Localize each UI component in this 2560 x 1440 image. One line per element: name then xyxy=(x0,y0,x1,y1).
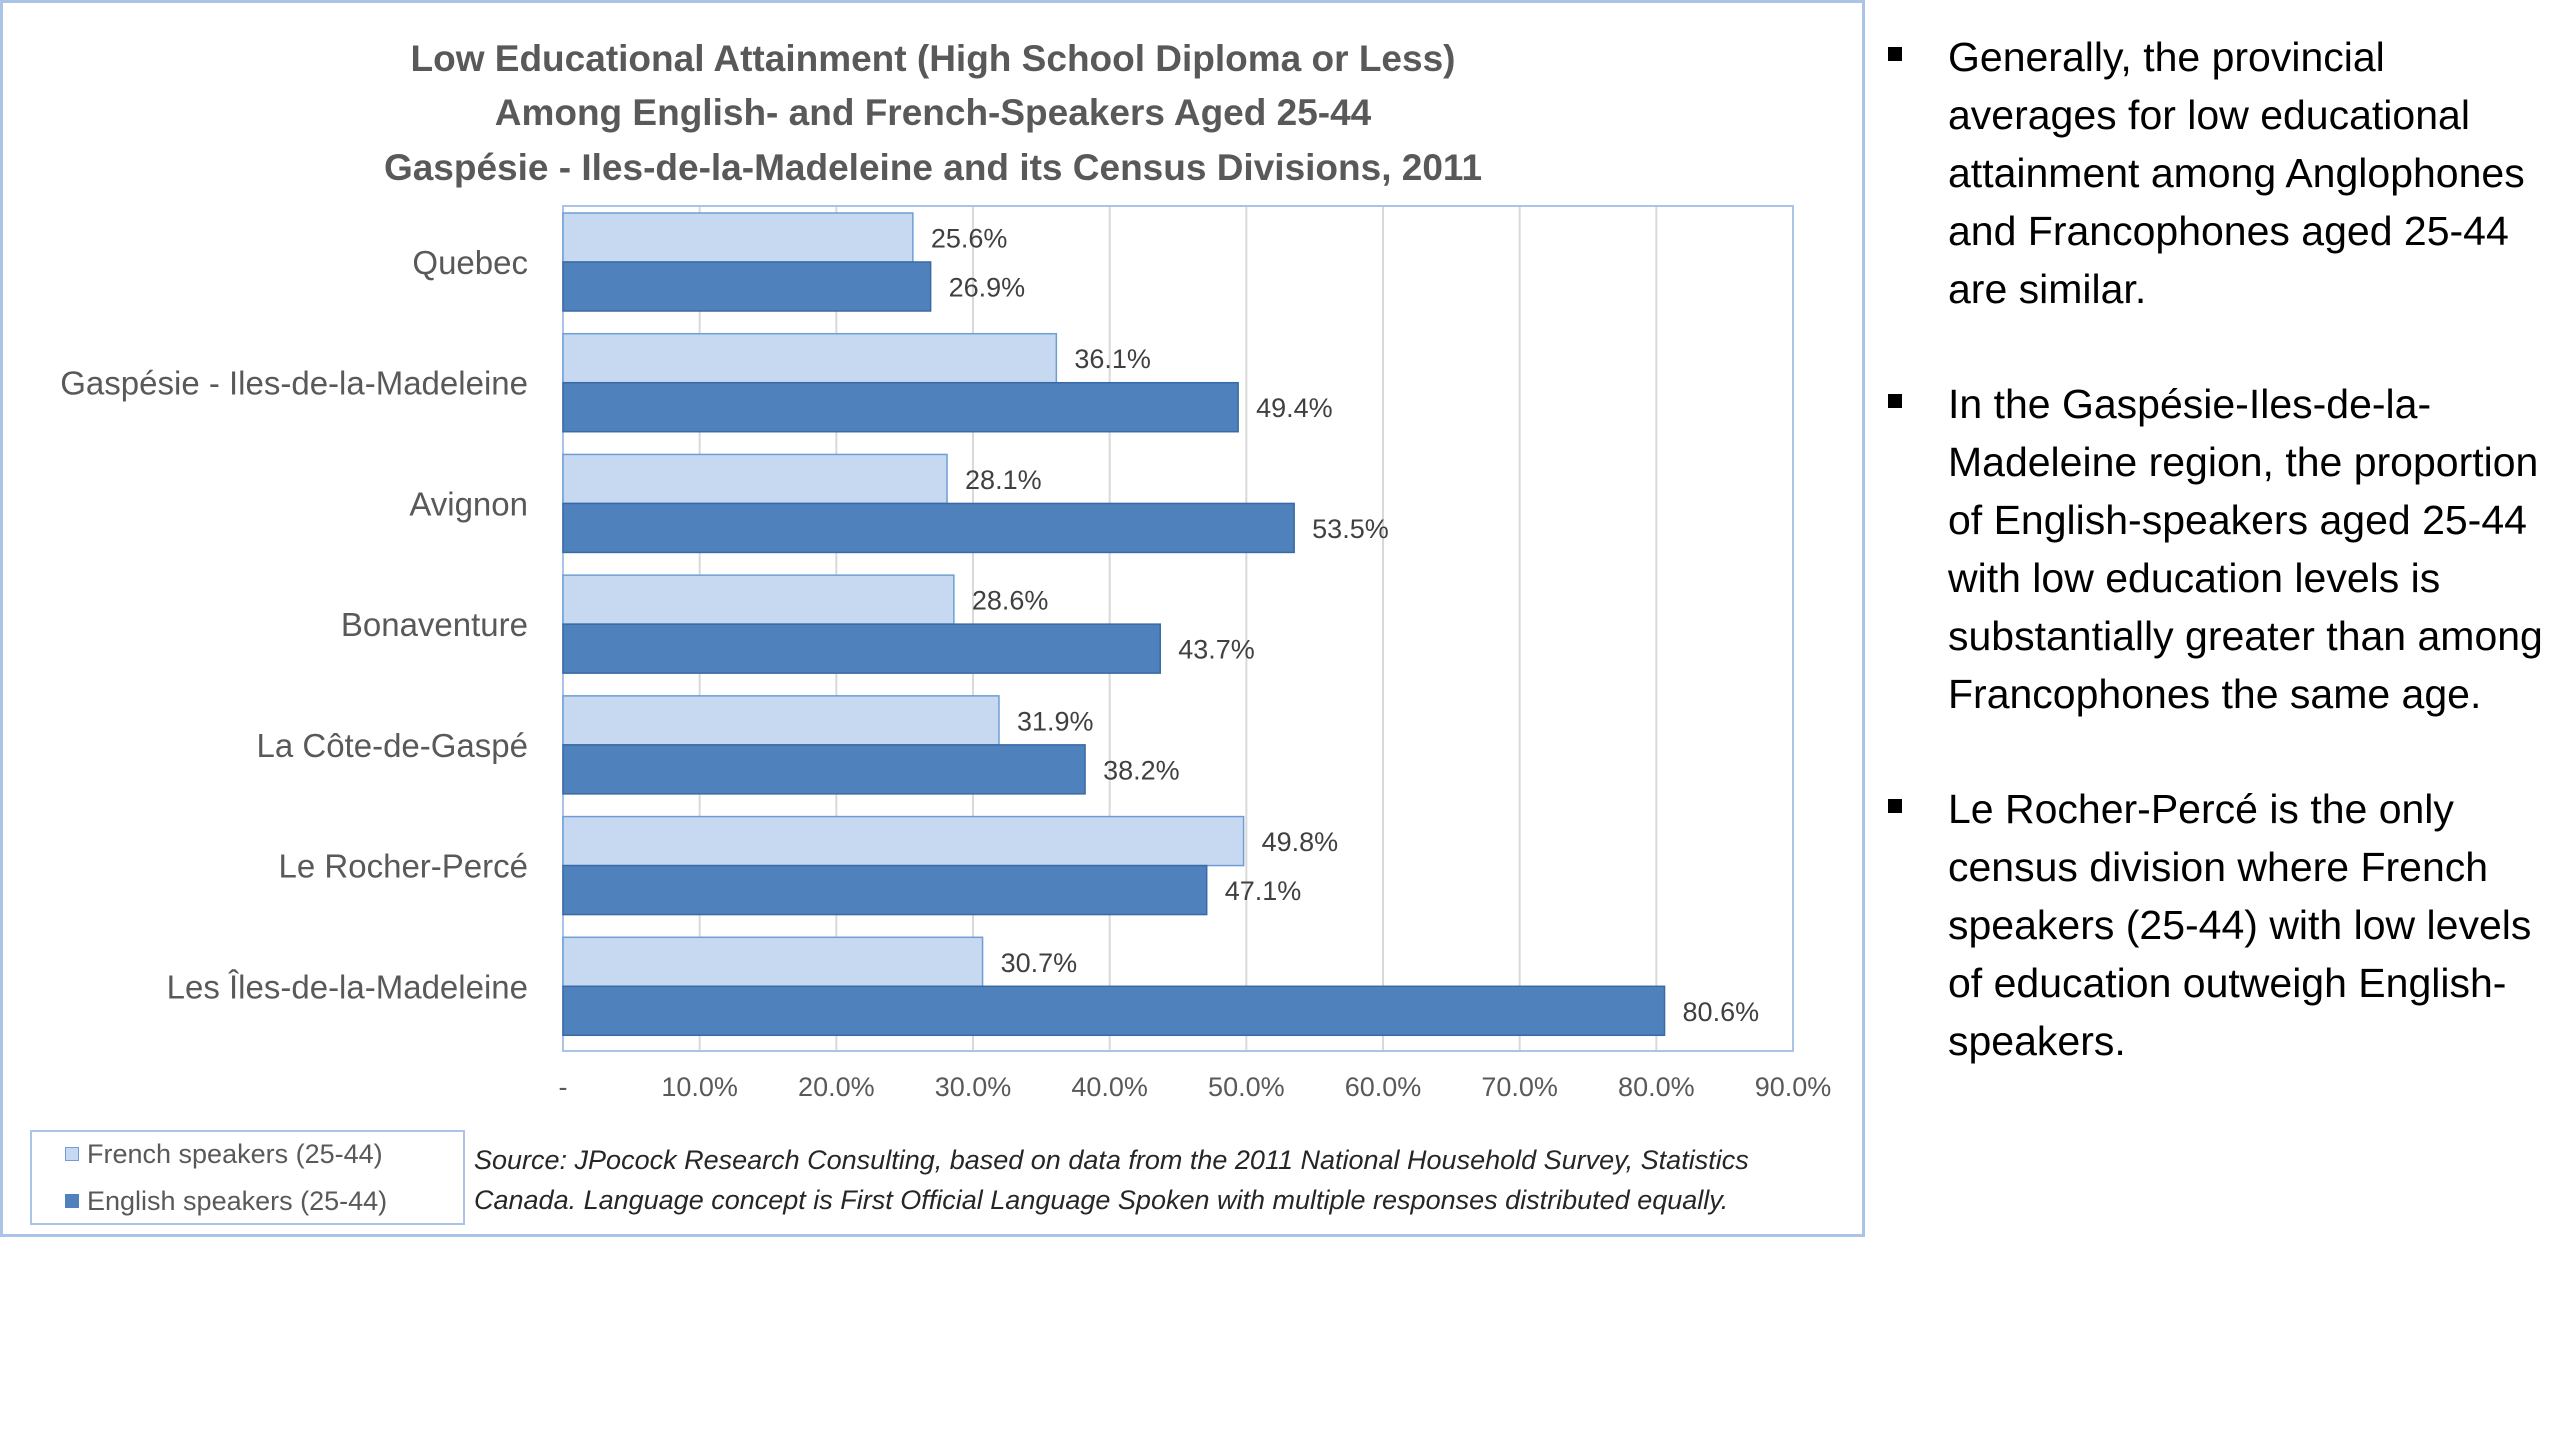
legend-swatch-english xyxy=(65,1194,79,1208)
x-tick-label: 30.0% xyxy=(935,1072,1012,1102)
x-tick-label: 20.0% xyxy=(798,1072,875,1102)
x-tick-label: 40.0% xyxy=(1071,1072,1148,1102)
category-label: Avignon xyxy=(409,485,528,522)
legend-label-english: English speakers (25-44) xyxy=(87,1186,388,1216)
x-tick-label: 80.0% xyxy=(1618,1072,1695,1102)
source-line-1: Source: JPocock Research Consulting, bas… xyxy=(474,1145,1749,1175)
data-label: 38.2% xyxy=(1103,755,1180,785)
x-tick-label: - xyxy=(559,1072,568,1102)
bar-english xyxy=(562,623,1161,674)
data-label: 28.6% xyxy=(972,586,1049,616)
bullet-text: In the Gaspésie-Iles-de-la-Madeleine reg… xyxy=(1948,381,2543,717)
commentary-bullets: Generally, the provincial averages for l… xyxy=(1880,28,2550,1127)
x-tick-label: 70.0% xyxy=(1481,1072,1558,1102)
category-label: Bonaventure xyxy=(341,606,528,643)
data-label: 43.7% xyxy=(1178,635,1255,665)
category-label: La Côte-de-Gaspé xyxy=(257,727,529,764)
data-label: 47.1% xyxy=(1225,876,1302,906)
bar-french xyxy=(562,815,1245,867)
x-tick-label: 60.0% xyxy=(1345,1072,1422,1102)
category-label: Les Îles-de-la-Madeleine xyxy=(167,968,528,1005)
bullet-item: In the Gaspésie-Iles-de-la-Madeleine reg… xyxy=(1880,375,2550,723)
bullet-item: Le Rocher-Percé is the only census divis… xyxy=(1880,780,2550,1070)
bullet-item: Generally, the provincial averages for l… xyxy=(1880,28,2550,318)
data-label: 36.1% xyxy=(1074,344,1151,374)
chart-title-line-3: Gaspésie - Iles-de-la-Madeleine and its … xyxy=(384,147,1482,188)
data-label: 49.8% xyxy=(1262,827,1339,857)
data-label: 80.6% xyxy=(1683,997,1760,1027)
bar-french xyxy=(562,332,1058,384)
category-labels: Quebec Gaspésie - Iles-de-la-Madeleine Avi… xyxy=(60,244,528,1005)
legend-item-french: French speakers (25-44) xyxy=(65,1139,383,1170)
x-tick-label: 50.0% xyxy=(1208,1072,1285,1102)
data-label: 31.9% xyxy=(1017,706,1094,736)
bar-english xyxy=(562,864,1208,916)
category-label: Gaspésie - Iles-de-la-Madeleine xyxy=(60,365,528,402)
data-label: 28.1% xyxy=(965,465,1042,495)
x-tick-label: 90.0% xyxy=(1755,1072,1832,1102)
legend-label-french: French speakers (25-44) xyxy=(87,1139,383,1169)
bar-english xyxy=(562,502,1295,554)
bar-french xyxy=(562,212,914,263)
source-note: Source: JPocock Research Consulting, bas… xyxy=(474,1140,1814,1220)
bar-english xyxy=(562,744,1086,795)
bars: 25.6% 26.9% 36.1% 49.4% 28.1% 53.5% 28.6% 43.7%… xyxy=(562,212,1760,1037)
legend-item-english: English speakers (25-44) xyxy=(65,1186,388,1217)
bar-english xyxy=(562,985,1666,1037)
data-label: 25.6% xyxy=(931,224,1008,254)
chart-legend: French speakers (25-44) English speakers… xyxy=(30,1130,465,1225)
bar-chart: Low Educational Attainment (High School … xyxy=(60,38,1832,1102)
bar-french xyxy=(562,453,948,505)
bullet-marker xyxy=(1888,799,1902,813)
category-label: Le Rocher-Percé xyxy=(279,848,528,885)
data-label: 49.4% xyxy=(1256,393,1333,423)
chart-container: Low Educational Attainment (High School … xyxy=(0,0,1865,1237)
bar-english xyxy=(562,261,932,312)
bullet-text: Le Rocher-Percé is the only census divis… xyxy=(1948,786,2532,1064)
x-axis-ticks: - 10.0% 20.0% 30.0% 40.0% 50.0% 60.0% 70.0% 80.0… xyxy=(559,1072,1832,1102)
bullet-marker xyxy=(1888,47,1902,61)
source-line-2: Canada. Language concept is First Offici… xyxy=(474,1185,1729,1215)
data-label: 26.9% xyxy=(949,273,1026,303)
category-label: Quebec xyxy=(412,244,528,281)
chart-title-line-1: Low Educational Attainment (High School … xyxy=(411,38,1456,79)
data-label: 53.5% xyxy=(1312,514,1389,544)
legend-swatch-french xyxy=(65,1147,79,1161)
data-label: 30.7% xyxy=(1001,948,1078,978)
x-tick-label: 10.0% xyxy=(661,1072,738,1102)
bar-english xyxy=(562,381,1239,433)
bullet-marker xyxy=(1888,394,1902,408)
bar-french xyxy=(562,695,1000,746)
bullet-text: Generally, the provincial averages for l… xyxy=(1948,34,2525,312)
bar-french xyxy=(562,936,984,988)
bar-french xyxy=(562,574,955,625)
chart-title-line-2: Among English- and French-Speakers Aged … xyxy=(495,92,1372,133)
